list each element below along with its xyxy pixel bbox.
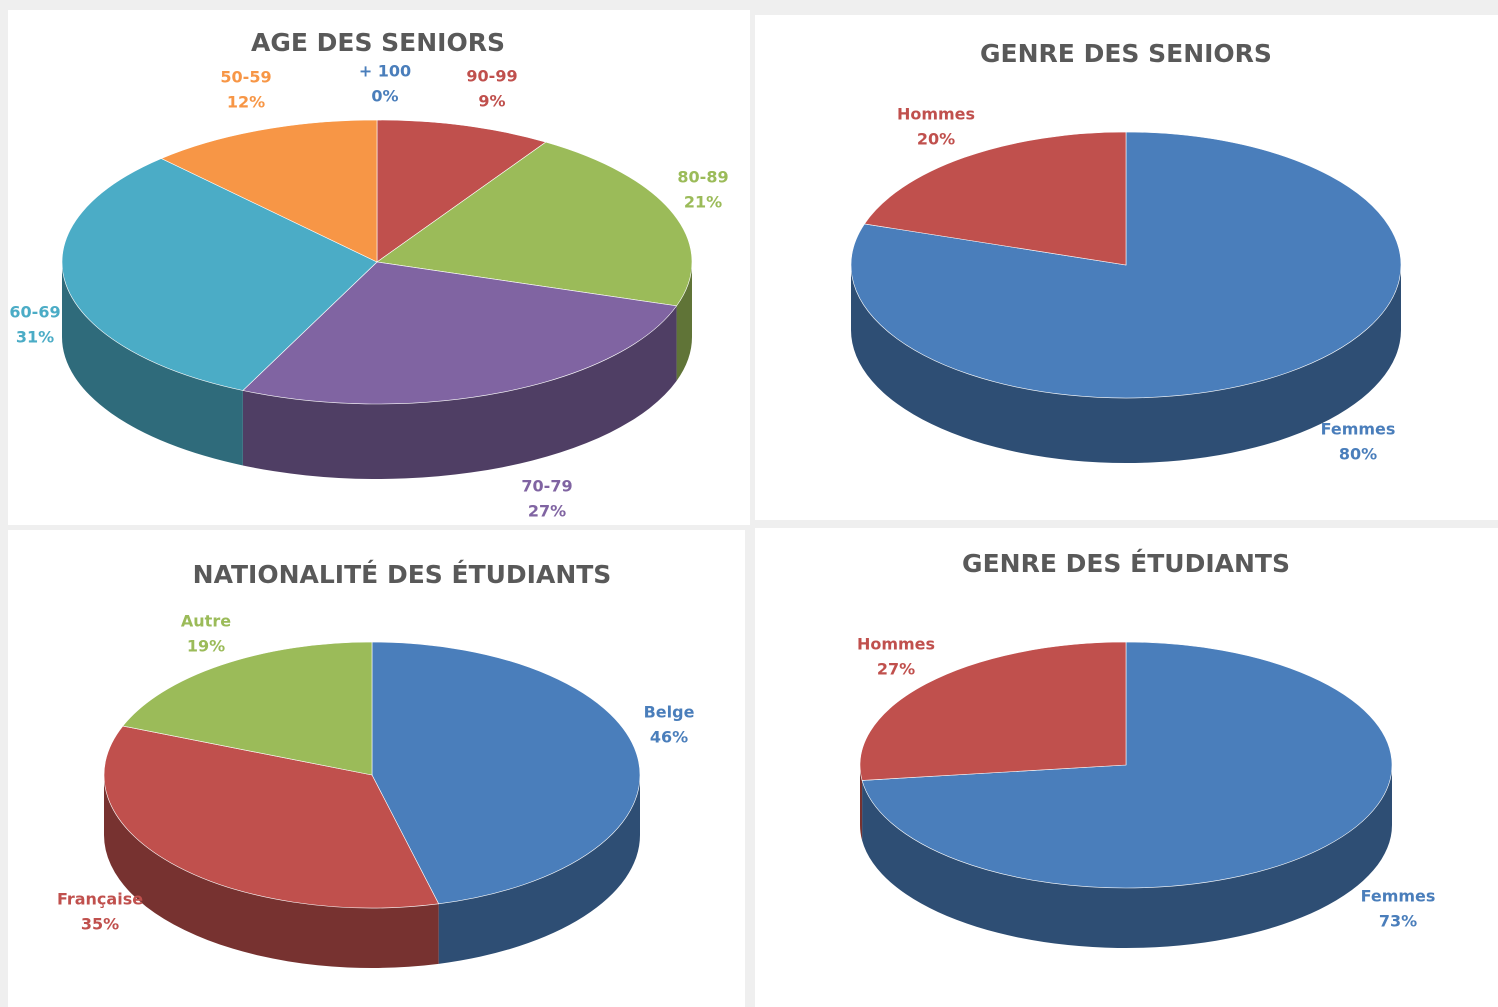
slice-label: Femmes	[1361, 887, 1436, 906]
slice	[103, 725, 440, 909]
slice-label: Belge	[644, 703, 695, 722]
slice	[122, 641, 373, 776]
slice	[859, 641, 1127, 781]
slice-label: 50-59	[220, 68, 271, 87]
slice-label: Femmes	[1321, 420, 1396, 439]
slice	[376, 119, 547, 263]
slice-value-label: 46%	[650, 728, 688, 747]
chart-title: GENRE DES ÉTUDIANTS	[962, 549, 1290, 578]
chart-title: AGE DES SENIORS	[251, 28, 505, 57]
slice-value-label: 19%	[187, 637, 225, 656]
slice-side	[104, 775, 439, 968]
slice-side	[62, 262, 243, 466]
slice	[376, 141, 693, 307]
slice	[61, 158, 378, 391]
slice-value-label: 21%	[684, 193, 722, 212]
chart-title: GENRE DES SENIORS	[980, 39, 1272, 68]
slice-label: 70-79	[521, 477, 572, 496]
slice-value-label: 27%	[877, 660, 915, 679]
slice	[861, 641, 1393, 889]
slice-value-label: 73%	[1379, 912, 1417, 931]
slice-label: + 100	[359, 62, 411, 81]
slice-value-label: 12%	[227, 93, 265, 112]
slice-side	[860, 765, 863, 841]
slice-side	[851, 265, 1401, 463]
slice-side	[242, 305, 677, 479]
slice	[863, 131, 1127, 266]
slice-label: Hommes	[857, 635, 935, 654]
slice-label: Française	[57, 890, 143, 909]
slice	[160, 119, 378, 263]
slice	[242, 261, 678, 405]
slice-side	[438, 775, 640, 964]
slice-value-label: 27%	[528, 502, 566, 521]
slice-label: 80-89	[677, 168, 728, 187]
chart-title: NATIONALITÉ DES ÉTUDIANTS	[193, 560, 612, 589]
slice-value-label: 0%	[371, 87, 398, 106]
slice-value-label: 20%	[917, 130, 955, 149]
slice-value-label: 35%	[81, 915, 119, 934]
slice-label: 60-69	[9, 303, 60, 322]
slice-value-label: 80%	[1339, 445, 1377, 464]
slice-value-label: 31%	[16, 328, 54, 347]
slice-side	[676, 262, 692, 381]
slice-label: Hommes	[897, 105, 975, 124]
slice	[371, 641, 641, 905]
slice-label: 90-99	[466, 67, 517, 86]
slice-side	[862, 765, 1392, 949]
slice-value-label: 9%	[478, 92, 505, 111]
slice-label: Autre	[181, 612, 231, 631]
